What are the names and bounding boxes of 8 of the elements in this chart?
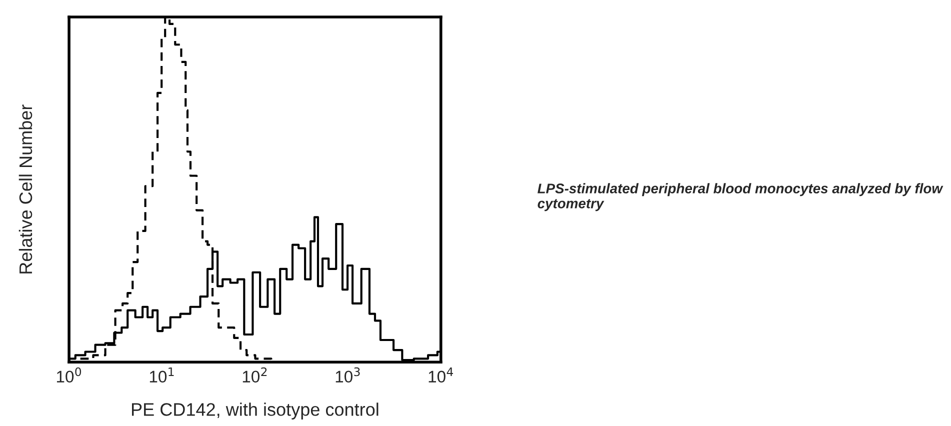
y-axis-title: Relative Cell Number: [18, 104, 32, 274]
x-tick-label: 10$^{4}$: [428, 368, 454, 383]
x-tick-label: 10$^{3}$: [336, 367, 360, 383]
x-tick-label: 10$^{1}$: [150, 368, 174, 383]
x-tick-label: 10$^{2}$: [242, 367, 267, 383]
text: LPS-stimulated peripheral blood monocytes analyzed by flow cytometry: [538, 183, 944, 212]
x-axis-title: PE CD142, with isotype control: [132, 402, 378, 420]
x-tick-label: 10$^{0}$: [56, 367, 82, 383]
